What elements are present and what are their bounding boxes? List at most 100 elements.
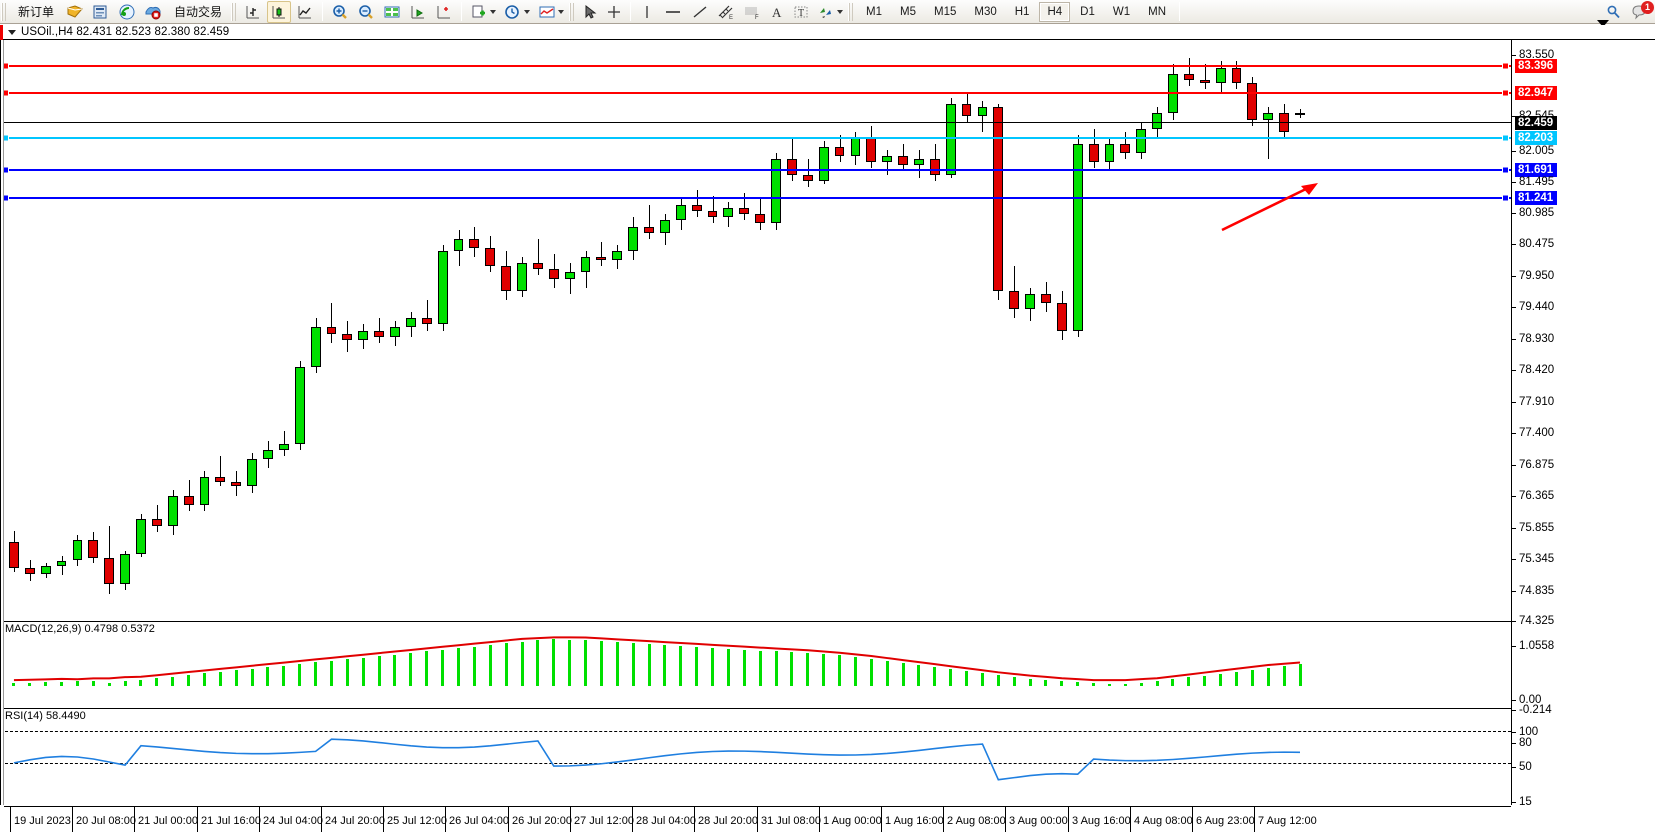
chart-menu-caret-icon[interactable] [8,29,16,35]
price-pane[interactable] [0,40,1511,618]
timeframe-h4[interactable]: H4 [1039,1,1071,22]
price-plot-area[interactable] [0,40,1511,618]
timeframe-m30[interactable]: M30 [974,5,997,18]
timeframe-w1[interactable]: W1 [1112,5,1131,18]
horizontal-line-icon[interactable] [660,1,686,23]
autotrade-button[interactable]: 自动交易 [167,1,229,23]
line-chart-icon[interactable] [293,1,317,23]
rsi-level-50 [0,762,1511,764]
price-tag-81.241[interactable]: 81.241 [1515,191,1558,205]
vertical-line-icon[interactable] [636,1,658,23]
candle-body [342,333,353,340]
line-handle-83.396[interactable] [1502,62,1509,70]
autotrade-icon[interactable] [141,1,165,23]
candle-body [771,159,781,224]
toolbar-grip-4[interactable] [848,2,856,21]
time-separator [197,807,198,832]
cursor-icon[interactable] [579,1,601,23]
line-handle-81.691[interactable] [1502,166,1509,174]
price-scale[interactable]: 83.55083.39682.94782.54582.45982.20382.0… [1511,40,1655,808]
bar-chart-icon[interactable] [241,1,265,23]
chevron-down-icon-3[interactable] [558,9,565,14]
macd-plot-area[interactable] [0,622,1511,707]
line-handle-82.947[interactable] [1502,89,1509,97]
terminal-icon[interactable] [89,1,113,23]
price-tag-81.691[interactable]: 81.691 [1515,163,1558,177]
timeframe-h1[interactable]: H1 [1014,5,1030,18]
candle-body [1247,82,1258,120]
candle-body [421,318,432,325]
toolbar-grip-3[interactable] [569,2,577,21]
chevron-down-icon-2[interactable] [524,9,531,14]
candle-wick [982,101,983,132]
price-tag-82.203[interactable]: 82.203 [1515,131,1558,145]
time-scale[interactable]: 19 Jul 2023 20 Jul 08:00 21 Jul 00:00 21 Ju… [4,806,1511,832]
zoom-in-icon[interactable] [328,1,352,23]
toolbar-grip[interactable] [1,2,8,21]
macd-histogram-bar [235,670,238,686]
text-icon[interactable]: A [766,1,788,23]
shift-chart-icon[interactable] [406,1,430,23]
macd-histogram-bar [854,656,857,686]
macd-pane[interactable]: MACD(12,26,9) 0.4798 0.5372 [0,621,1511,707]
timeframe-d1[interactable]: D1 [1080,5,1095,18]
price-label: 74.325 [1519,615,1555,627]
timeframe-m5[interactable]: M5 [900,5,916,18]
rsi-pane[interactable]: RSI(14) 58.4490 [0,708,1511,805]
candle-wick [887,150,888,175]
time-separator [1192,807,1193,832]
price-tag-82.947[interactable]: 82.947 [1515,86,1558,100]
horizontal-line-81.691[interactable] [0,169,1511,171]
fibonacci-icon[interactable]: F [740,1,764,23]
rsi-line [13,738,1301,781]
candle-body [1295,112,1305,115]
candle-body [1056,303,1067,331]
timeframe-m1[interactable]: M1 [866,5,883,18]
macd-histogram-bar [727,648,730,686]
macd-histogram-bar [92,680,95,686]
zoom-out-icon[interactable] [354,1,378,23]
signal-icon[interactable] [115,1,139,23]
chevron-down-icon[interactable] [490,9,497,14]
equidistant-channel-icon[interactable]: E [714,1,738,23]
line-handle-82.203[interactable] [1502,134,1509,142]
folder-icon[interactable] [63,1,87,23]
horizontal-line-82.459[interactable] [0,122,1511,123]
timeframe-mn[interactable]: MN [1148,5,1166,18]
horizontal-line-81.241[interactable] [0,197,1511,199]
price-tick [1512,528,1516,529]
time-separator [1068,807,1069,832]
macd-histogram-bar [362,657,365,686]
text-label-icon[interactable]: T [790,1,812,23]
candle-body [120,553,130,585]
toolbar-grip-2[interactable] [231,2,239,21]
crosshair-icon[interactable] [603,1,625,23]
macd-histogram-bar [1060,681,1063,686]
trendline-icon[interactable] [688,1,712,23]
arrows-icon[interactable] [814,1,846,23]
candle-body [1263,113,1274,120]
notifications-icon[interactable]: 1 [1628,0,1654,23]
horizontal-line-82.947[interactable] [0,92,1511,94]
time-separator [570,807,571,832]
price-tag-83.396[interactable]: 83.396 [1515,59,1558,73]
candle-body [755,214,766,224]
line-handle-81.241[interactable] [1502,194,1509,202]
macd-histogram-bar [711,647,714,686]
horizontal-line-82.203[interactable] [0,137,1511,139]
time-separator [881,807,882,832]
autoscroll-icon[interactable] [432,1,456,23]
rsi-plot-area[interactable] [0,709,1511,805]
candle-body [1041,293,1051,303]
horizontal-line-83.396[interactable] [0,65,1511,67]
price-tag-82.459[interactable]: 82.459 [1515,116,1558,130]
search-icon[interactable] [1602,1,1626,23]
timeframe-m15[interactable]: M15 [934,5,957,18]
data-window-icon[interactable] [380,1,404,23]
candle-chart-icon[interactable] [267,0,292,23]
new-order-button[interactable]: 新订单 [11,1,61,23]
add-indicator-icon[interactable] [467,1,499,23]
templates-icon[interactable] [535,1,567,23]
chevron-down-icon-4[interactable] [837,9,844,14]
period-clock-icon[interactable] [501,1,533,23]
